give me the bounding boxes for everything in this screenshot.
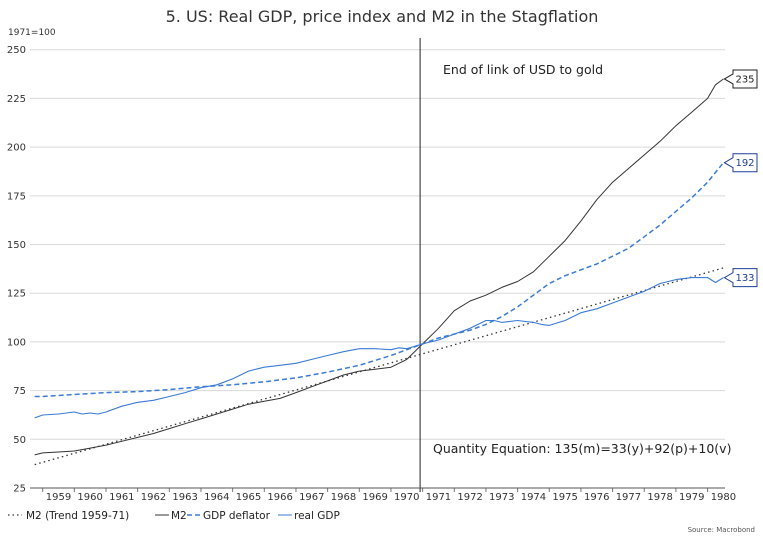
x-tick-label: 1964 [204,492,229,503]
x-tick-label: 1969 [362,492,387,503]
end-label-box-m2 [723,69,758,89]
y-axis-ticks: 25 50 75 100 125 150 175 200 225 250 [7,45,26,494]
x-tick-label: 1979 [679,492,704,503]
gold-link-end-label: End of link of USD to gold [443,62,603,77]
legend-label-deflator: GDP deflator [203,510,271,522]
y-tick-label: 250 [7,45,26,56]
y-tick-label: 225 [7,94,26,105]
end-label-deflator: 192 [735,158,754,169]
y-tick-label: 175 [7,191,26,202]
y-tick-label: 25 [13,484,26,495]
y-tick-label: 100 [7,337,26,348]
x-tick-label: 1971 [426,492,451,503]
end-value-labels: 235 192 133 [723,69,758,288]
y-tick-label: 75 [13,386,26,397]
legend-label-m2: M2 [171,510,187,522]
x-tick-label: 1959 [46,492,71,503]
chart-title: 5. US: Real GDP, price index and M2 in t… [166,7,599,26]
source-note: Source: Macrobond [688,526,755,534]
x-tick-label: 1974 [521,492,546,503]
y-tick-label: 200 [7,143,26,154]
x-tick-label: 1960 [77,492,102,503]
end-label-gdp: 133 [735,273,754,284]
x-tick-label: 1972 [457,492,482,503]
series-line-trend [34,267,724,466]
quantity-equation-annotation: Quantity Equation: 135(m)=33(y)+92(p)+10… [433,441,731,456]
y-tick-label: 125 [7,289,26,300]
legend-label-gdp: real GDP [294,510,340,522]
series-lines [34,78,724,466]
x-tick-label: 1973 [489,492,514,503]
x-tick-label: 1975 [552,492,577,503]
x-tick-label: 1965 [236,492,261,503]
end-label-box-deflator [723,153,758,173]
series-line-gdp [34,277,724,419]
series-line-deflator [34,162,724,398]
x-tick-label: 1980 [711,492,736,503]
unit-label: 1971=100 [8,28,56,38]
y-tick-label: 50 [13,435,26,446]
x-tick-label: 1977 [616,492,641,503]
x-tick-label: 1976 [584,492,609,503]
x-tick-label: 1968 [331,492,356,503]
x-axis-ticks: 1959 1960 1961 1962 1963 1964 1965 1966 1967 1968… [42,488,736,503]
y-tick-label: 150 [7,240,26,251]
series-line-m2 [34,78,724,456]
x-tick-label: 1961 [109,492,134,503]
x-tick-label: 1963 [172,492,197,503]
x-tick-label: 1967 [299,492,324,503]
x-tick-label: 1978 [647,492,672,503]
legend-label-trend: M2 (Trend 1959-71) [26,510,129,522]
end-label-m2: 235 [735,74,754,85]
x-tick-label: 1970 [394,492,419,503]
gridlines [30,49,725,489]
x-tick-label: 1966 [267,492,292,503]
legend: M2 (Trend 1959-71) M2 GDP deflator real … [8,510,340,522]
end-label-box-gdp [723,268,758,288]
x-tick-label: 1962 [141,492,166,503]
